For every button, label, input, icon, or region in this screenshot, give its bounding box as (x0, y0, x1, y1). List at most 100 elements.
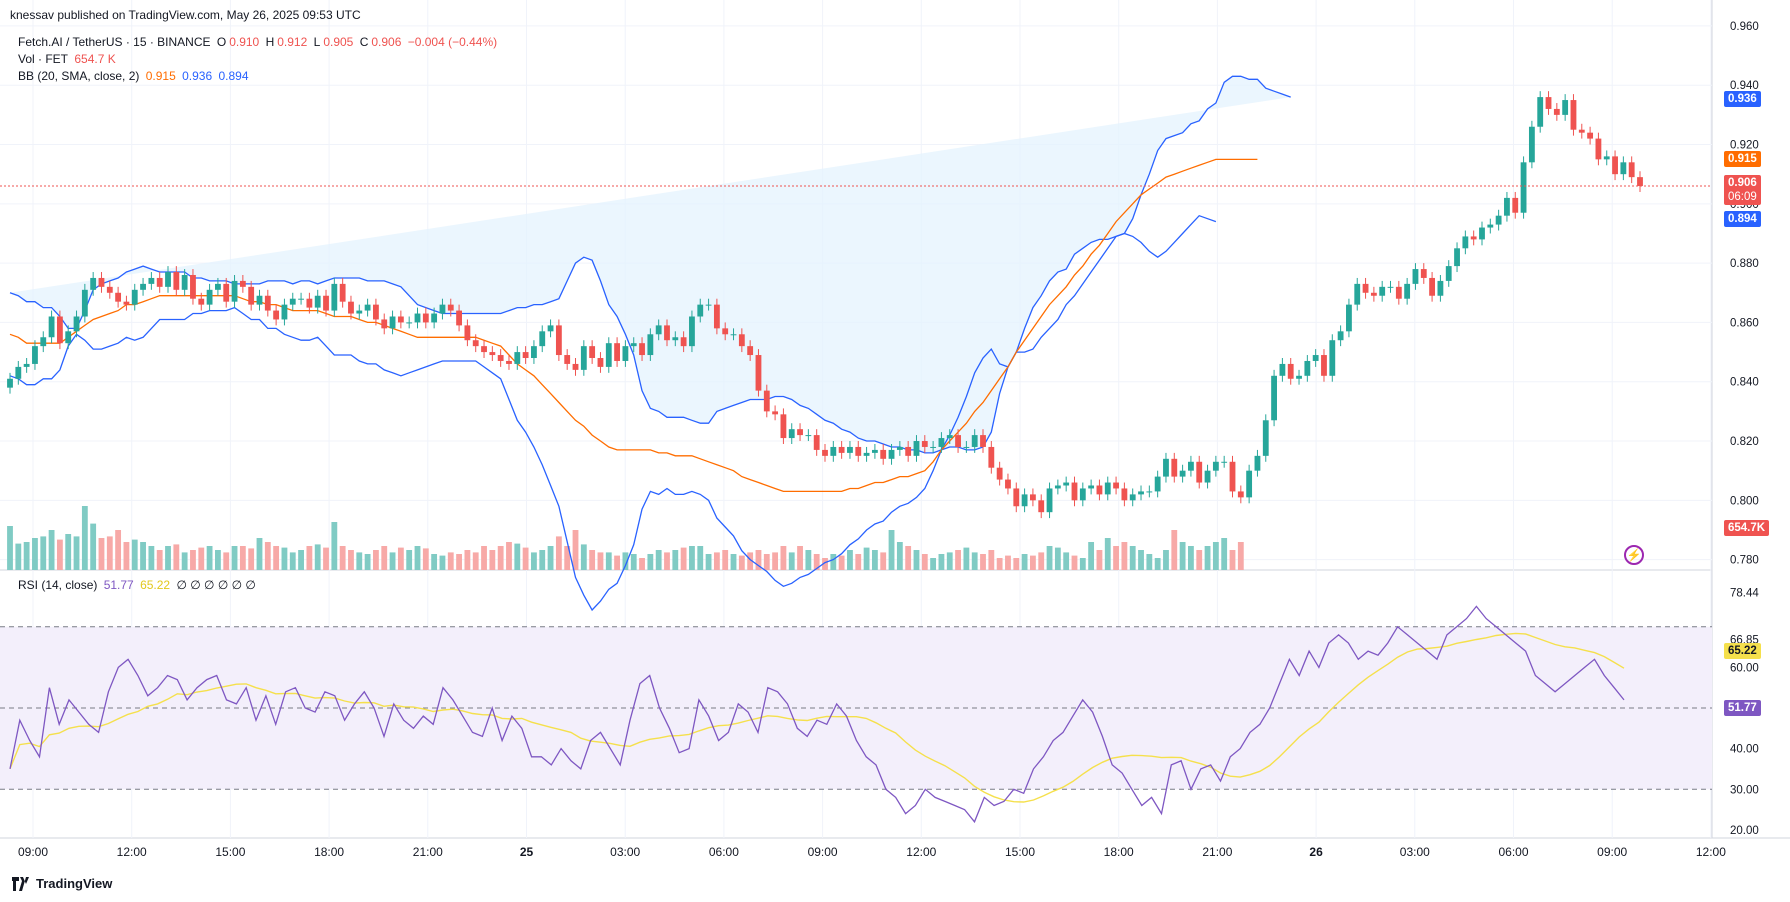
volume-bar (397, 547, 404, 570)
candle-body (1254, 455, 1261, 471)
time-tick-label: 21:00 (1202, 845, 1232, 859)
candle-body (930, 446, 937, 448)
volume-bar (1113, 546, 1119, 570)
price-badge-value: 0.906 (1728, 177, 1757, 189)
footer-brand-text: TradingView (36, 876, 113, 891)
candle-body (664, 325, 670, 341)
volume-bar (1121, 542, 1128, 570)
candle-body (1362, 283, 1369, 293)
candle-body (938, 438, 945, 447)
volume-bar (1088, 542, 1095, 570)
candle-body (1454, 248, 1460, 267)
volume-bar (1021, 554, 1028, 570)
candle-body (472, 340, 479, 347)
rsi-tick-label: 30.00 (1730, 784, 1759, 796)
candle-body (797, 429, 803, 436)
rsi-line (9, 605, 1625, 824)
volume-bar (921, 554, 928, 570)
volume-bar (1029, 555, 1036, 570)
volume-bar (1221, 538, 1228, 570)
candle-body (630, 343, 637, 347)
volume-bar (156, 550, 163, 570)
volume-legend: Vol · FET 654.7 K (18, 52, 119, 66)
candle-body (15, 366, 22, 379)
volume-bar (647, 554, 654, 570)
bb-label[interactable]: BB (20, SMA, close, 2) (18, 69, 140, 83)
candle-body (1429, 277, 1436, 296)
volume-bar (597, 552, 604, 570)
bb-band-fill (10, 76, 1291, 453)
candle-body (1096, 485, 1103, 495)
price-tick-label: 0.820 (1730, 436, 1759, 448)
candle-body (580, 346, 587, 370)
volume-bar (239, 546, 246, 570)
volume-bar (713, 552, 720, 570)
volume-bar (15, 543, 22, 570)
high-label: H (265, 35, 275, 49)
candle-body (348, 301, 354, 314)
candle-body (1237, 491, 1244, 498)
volume-bar (339, 546, 346, 570)
volume-bar (539, 550, 546, 570)
candle-body (1620, 162, 1627, 175)
rsi-label[interactable]: RSI (14, close) (18, 578, 98, 592)
symbol-name[interactable]: Fetch.AI / TetherUS · 15 · BINANCE (18, 35, 211, 49)
candle-body (680, 337, 687, 347)
candle-body (1163, 458, 1169, 477)
countdown-value: 06:09 (1728, 191, 1757, 203)
candle-body (148, 277, 155, 284)
volume-bar (738, 555, 745, 570)
candle-body (514, 352, 521, 364)
open-label: O (216, 35, 227, 49)
volume-bar (946, 552, 953, 570)
volume-label[interactable]: Vol · FET (18, 52, 69, 66)
candle-body (281, 304, 288, 320)
candle-body (264, 295, 271, 311)
volume-bar (572, 530, 579, 570)
symbol-legend: Fetch.AI / TetherUS · 15 · BINANCE O 0.91… (18, 35, 500, 49)
volume-bar (689, 546, 695, 570)
candle-body (921, 441, 928, 447)
candle-body (1063, 482, 1070, 486)
volume-bar (988, 550, 995, 570)
candle-body (1628, 162, 1635, 178)
lightning-icon[interactable]: ⚡ (1624, 545, 1644, 565)
candle-body (381, 319, 388, 329)
candle-body (314, 295, 321, 308)
volume-bar (1071, 555, 1078, 570)
candle-body (73, 316, 80, 332)
bb-upper-line (9, 75, 1291, 454)
volume-bar (165, 546, 171, 570)
candle-body (414, 313, 421, 323)
bb-lower-value: 0.894 (218, 69, 249, 83)
candle-body (730, 334, 737, 336)
candle-body (1321, 355, 1327, 376)
open-value: 0.910 (229, 35, 260, 49)
candle-body (1179, 470, 1186, 477)
candle-body (572, 363, 579, 370)
volume-bar (123, 542, 130, 570)
candle-body (1104, 482, 1111, 495)
time-tick-label: 15:00 (1005, 845, 1035, 859)
candle-body (397, 316, 404, 323)
volume-bar (589, 550, 596, 570)
volume-bar (855, 554, 862, 570)
volume-bar (722, 550, 729, 570)
candle-body (1379, 286, 1386, 296)
candle-body (1470, 236, 1477, 240)
candle-body (298, 298, 304, 300)
candle-body (1188, 461, 1194, 471)
candle-body (1262, 420, 1269, 456)
volume-bar (1046, 546, 1053, 570)
candle-body (489, 352, 496, 356)
volume-bar (863, 547, 870, 570)
time-tick-label: 06:00 (1498, 845, 1528, 859)
candle-body (256, 295, 263, 305)
volume-bar (106, 536, 113, 570)
time-tick-label: 09:00 (18, 845, 48, 859)
volume-bar (531, 552, 537, 570)
volume-bar (838, 555, 845, 570)
volume-bar (181, 552, 188, 570)
time-tick-label: 12:00 (117, 845, 147, 859)
